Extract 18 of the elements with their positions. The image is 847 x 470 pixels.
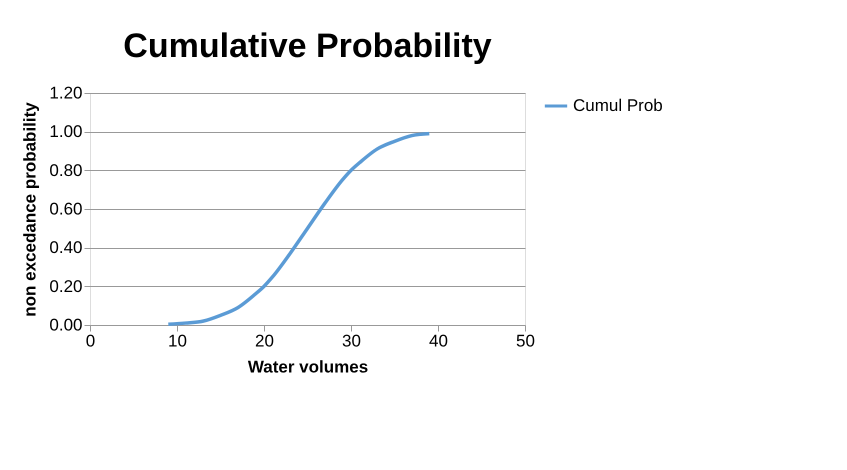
y-tick-label: 1.20 — [49, 84, 82, 102]
x-tick-label: 30 — [342, 332, 361, 350]
x-tick-label: 40 — [429, 332, 448, 350]
y-axis-title: non excedance probability — [20, 102, 40, 317]
y-tick-label: 0.00 — [49, 316, 82, 334]
x-tick-label: 50 — [516, 332, 535, 350]
legend-label: Cumul Prob — [573, 96, 663, 115]
x-axis-title: Water volumes — [248, 358, 368, 376]
y-tick-label: 0.60 — [49, 200, 82, 218]
x-tick-label: 20 — [255, 332, 274, 350]
y-tick-label: 0.40 — [49, 238, 82, 258]
y-tick-label: 1.00 — [49, 122, 82, 142]
chart-title: Cumulative Probability — [123, 27, 492, 65]
line-series — [166, 132, 432, 326]
y-tick-label: 0.80 — [49, 160, 82, 180]
y-tick-label: 0.20 — [49, 276, 82, 296]
x-tick-label: 0 — [86, 332, 96, 350]
x-tick-label: 10 — [168, 332, 187, 350]
